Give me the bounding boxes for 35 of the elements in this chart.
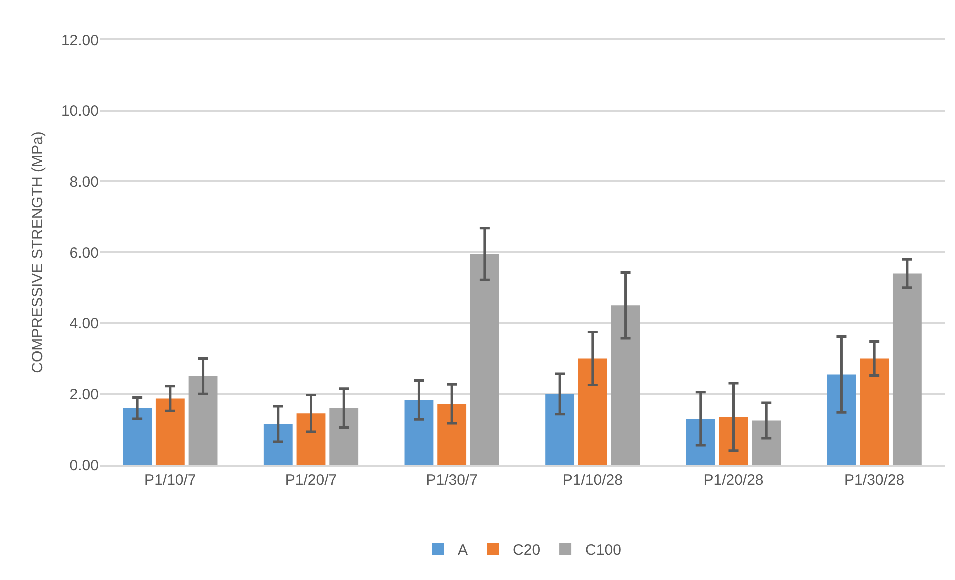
bar	[123, 408, 152, 465]
x-tick-label: P1/10/28	[562, 472, 623, 489]
bar	[156, 398, 185, 465]
bar	[860, 358, 890, 465]
bar	[827, 374, 856, 465]
y-axis-title: COMPRESSIVE STRENGTH (MPa)	[30, 132, 47, 374]
bar	[404, 400, 434, 465]
bar	[752, 420, 782, 465]
bar	[611, 306, 640, 465]
bar	[470, 254, 500, 465]
bar	[188, 376, 218, 465]
y-tick-label: 8.00	[70, 174, 99, 191]
bar	[578, 358, 608, 465]
bar	[686, 418, 716, 465]
x-tick-label: P1/10/7	[144, 472, 196, 489]
legend-label: C20	[513, 542, 541, 560]
y-tick-label: 6.00	[70, 244, 99, 262]
y-tick-label: 0.00	[70, 457, 99, 474]
bar	[892, 274, 922, 465]
legend-label: A	[458, 542, 468, 560]
bar	[330, 408, 359, 465]
x-tick-label: P1/20/7	[285, 472, 338, 489]
y-tick-label: 2.00	[70, 386, 99, 404]
bar	[296, 414, 326, 465]
bar	[438, 404, 467, 465]
bar	[546, 394, 575, 465]
bar	[719, 417, 748, 465]
bar	[264, 424, 293, 465]
legend-label: C100	[586, 542, 622, 560]
y-tick-label: 12.00	[61, 32, 99, 50]
x-tick-label: P1/30/28	[844, 472, 905, 489]
y-tick-label: 4.00	[70, 316, 99, 333]
x-tick-label: P1/30/7	[426, 472, 478, 489]
x-tick-label: P1/20/28	[704, 472, 764, 489]
y-tick-label: 10.00	[61, 103, 99, 120]
